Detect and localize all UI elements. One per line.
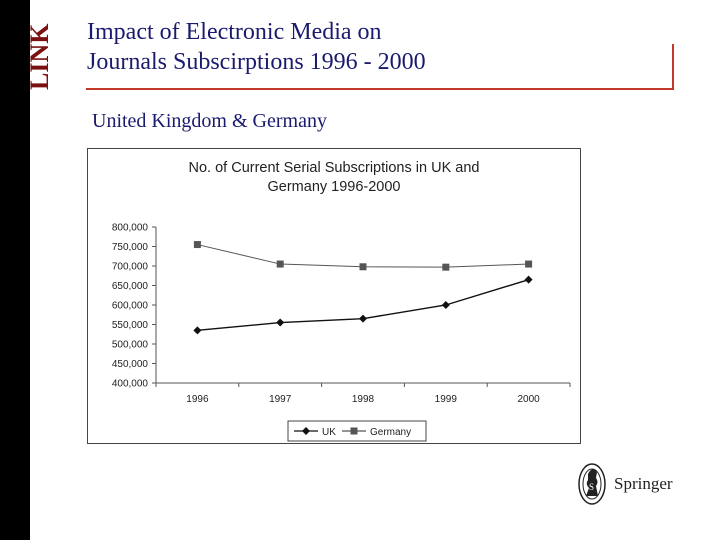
slide-title: Impact of Electronic Media on Journals S… <box>87 17 567 77</box>
line-chart: 800,000 750,000 700,000 650,000 600,000 550,0… <box>112 223 571 442</box>
data-point-uk <box>524 275 533 284</box>
x-tick-label: 1996 <box>186 394 209 405</box>
chart-frame: No. of Current Serial Subscriptions in U… <box>87 148 581 444</box>
title-underline <box>86 88 674 90</box>
series-line-uk <box>197 278 529 332</box>
data-point-germany <box>276 260 284 268</box>
legend-marker-uk <box>302 427 310 435</box>
data-point-uk <box>193 326 202 335</box>
y-tick-label: 500,000 <box>112 340 149 351</box>
legend-marker-germany <box>350 427 358 435</box>
x-tick-label: 1999 <box>435 394 458 405</box>
springer-wordmark: Springer <box>614 474 673 493</box>
y-tick-label: 700,000 <box>112 262 149 273</box>
y-tick-label: 800,000 <box>112 223 149 234</box>
x-tick-label: 1997 <box>269 394 292 405</box>
y-tick-label: 400,000 <box>112 379 149 390</box>
y-tick-label: 450,000 <box>112 359 149 370</box>
legend-label-uk: UK <box>322 427 336 438</box>
data-point-uk <box>441 301 450 309</box>
y-tick-label: 750,000 <box>112 242 149 253</box>
data-point-germany <box>359 263 367 271</box>
data-point-germany <box>193 241 201 249</box>
data-point-germany <box>525 260 533 268</box>
data-point-uk <box>359 314 367 323</box>
data-point-uk <box>276 318 285 327</box>
data-point-germany <box>442 263 450 271</box>
chart-title: No. of Current Serial Subscriptions in U… <box>88 159 580 197</box>
side-bar <box>0 0 30 540</box>
y-tick-label: 650,000 <box>112 281 149 292</box>
x-tick-label: 1998 <box>352 394 375 405</box>
y-tick-label: 550,000 <box>112 320 149 331</box>
springer-logo: S Springer <box>574 452 684 512</box>
chart-title-line-1: No. of Current Serial Subscriptions in U… <box>188 160 480 176</box>
title-side-rule <box>672 44 674 89</box>
svg-text:S: S <box>589 482 594 492</box>
link-logo: LINK <box>26 23 54 90</box>
title-line-1: Impact of Electronic Media on <box>87 19 382 45</box>
slide-subtitle: United Kingdom & Germany <box>92 110 327 132</box>
x-tick-label: 2000 <box>517 394 540 405</box>
link-logo-text: LINK <box>26 23 54 90</box>
chart-title-line-2: Germany 1996-2000 <box>267 179 401 195</box>
springer-knight-icon: S <box>578 463 606 505</box>
y-tick-label: 600,000 <box>112 301 149 312</box>
title-line-2: Journals Subscirptions 1996 - 2000 <box>87 49 426 75</box>
legend-label-germany: Germany <box>370 427 411 438</box>
